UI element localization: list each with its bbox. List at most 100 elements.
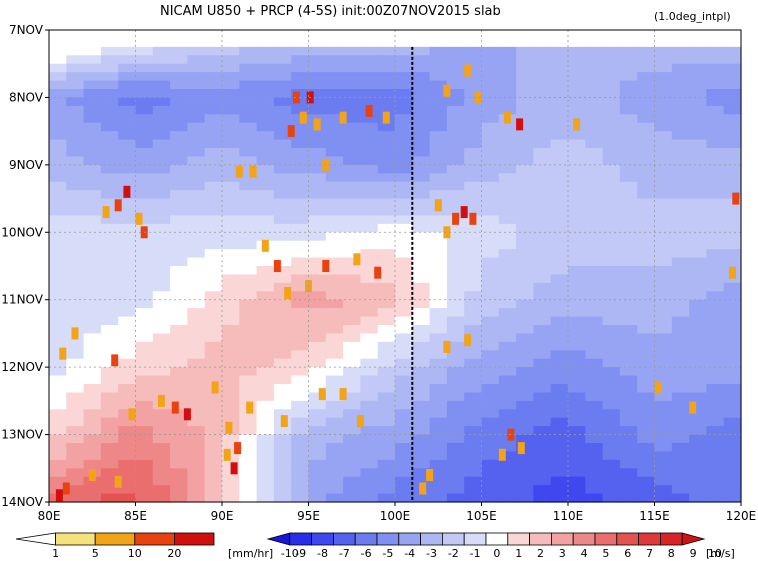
wind-cell [637,274,656,284]
wind-cell [152,105,171,115]
wind-cell [100,89,119,99]
y-tick-label: 10NOV [1,225,43,239]
wind-cell [239,417,258,427]
wind-cell [671,392,690,402]
wind-cell [412,282,431,292]
wind-cell [550,400,569,410]
wind-cell [481,443,500,453]
wind-cell [152,114,171,124]
wind-cell [533,190,552,200]
wind-cell [325,105,344,115]
wind-cell [533,400,552,410]
wind-cell [256,434,275,444]
wind-cell [689,131,707,141]
wind-cell [204,350,223,360]
wind-cell [118,240,137,250]
wind-cell [619,249,638,259]
wind-cell [377,325,396,335]
wind-cell [377,173,396,183]
wind-cell [170,97,188,107]
wind-cell [135,417,154,427]
wind-cell [481,89,500,99]
wind-cell [377,367,396,377]
wind-cell [533,443,552,453]
wind-legend-swatch [463,532,487,546]
wind-cell [654,240,673,250]
wind-cell [273,291,292,301]
wind-cell [654,249,673,259]
wind-cell [498,493,517,503]
wind-cell [83,392,102,402]
wind-cell [671,417,690,427]
wind-cell [446,198,465,208]
wind-cell [256,122,275,132]
wind-cell [187,46,206,56]
wind-cell [83,367,102,377]
wind-cell [550,190,569,200]
wind-cell [377,316,396,326]
wind-cell [66,80,85,90]
wind-cell [568,400,586,410]
wind-cell [152,325,171,335]
wind-cell [464,485,483,495]
wind-cell [135,400,154,410]
wind-cell [239,426,258,436]
wind-cell [568,426,586,436]
wind-cell [256,190,275,200]
wind-cell [222,493,240,503]
precip-cell [157,394,165,407]
wind-cell [273,325,292,335]
wind-cell [273,156,292,166]
wind-cell [602,105,621,115]
wind-legend-label: 2 [537,547,544,560]
wind-cell [723,291,742,301]
wind-cell [585,266,604,276]
wind-cell [187,240,206,250]
wind-cell [602,485,621,495]
wind-cell [723,299,742,309]
wind-cell [602,459,621,469]
wind-cell [100,266,119,276]
wind-cell [118,459,137,469]
wind-cell [516,46,534,56]
wind-cell [222,63,240,73]
wind-cell [360,249,379,259]
wind-cell [273,476,292,486]
wind-cell [429,122,448,132]
wind-legend-swatch [311,532,334,546]
wind-cell [66,451,85,461]
wind-cell [395,156,413,166]
wind-cell [360,299,379,309]
wind-cell [204,426,223,436]
wind-cell [464,105,483,115]
wind-cell [637,114,656,124]
wind-cell [723,46,742,56]
wind-cell [585,257,604,267]
wind-cell [498,215,517,225]
wind-cell [152,72,171,82]
wind-cell [602,55,621,65]
wind-cell [377,291,396,301]
wind-legend-label: -6 [361,547,372,560]
wind-cell [83,308,102,318]
wind-cell [135,257,154,267]
wind-cell [170,232,188,242]
wind-cell [308,291,327,301]
wind-cell [706,282,725,292]
wind-cell [498,181,517,191]
wind-cell [325,443,344,453]
wind-cell [170,105,188,115]
wind-cell [550,198,569,208]
wind-cell [239,55,258,65]
wind-cell [325,46,344,56]
wind-cell [395,367,413,377]
wind-cell [204,409,223,419]
wind-cell [533,46,552,56]
wind-cell [585,325,604,335]
wind-cell [325,325,344,335]
wind-cell [83,156,102,166]
precip-cell [426,469,434,481]
wind-cell [343,316,361,326]
wind-cell [135,282,154,292]
wind-cell [395,485,413,495]
